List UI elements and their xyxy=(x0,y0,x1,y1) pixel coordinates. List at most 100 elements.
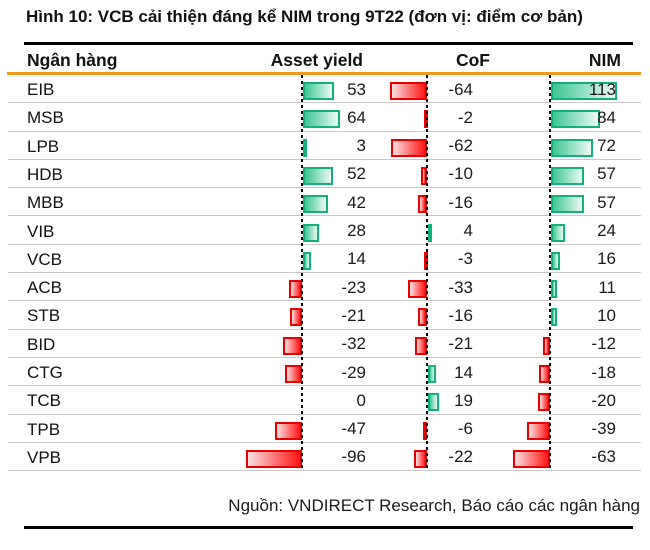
asset-yield-value: -23 xyxy=(341,277,366,297)
table-row: TPB -47 -6 -39 xyxy=(0,415,650,443)
row-divider xyxy=(8,413,641,415)
nim-value: -20 xyxy=(591,390,616,410)
cof-value: -21 xyxy=(448,334,473,354)
nim-bar xyxy=(551,138,593,157)
table-row: TCB 0 19 -20 xyxy=(0,386,650,415)
row-divider xyxy=(8,102,641,104)
column-header-nim: NIM xyxy=(588,50,621,70)
table-row: LPB 3 -62 72 xyxy=(0,132,650,160)
bank-label: ACB xyxy=(27,278,62,298)
cof-value: -16 xyxy=(448,305,473,325)
figure-title: Hình 10: VCB cải thiện đáng kể NIM trong… xyxy=(26,7,583,26)
nim-value: -63 xyxy=(591,447,616,467)
column-header-asset-yield: Asset yield xyxy=(270,50,363,70)
row-divider xyxy=(8,300,641,302)
nim-bar xyxy=(551,110,600,129)
nim-bar xyxy=(551,308,557,327)
bottom-rule xyxy=(24,526,633,529)
bank-label: VCB xyxy=(27,249,62,269)
cof-zero-axis xyxy=(426,75,428,471)
asset-yield-value: 3 xyxy=(356,136,366,156)
row-divider xyxy=(8,385,641,387)
nim-value: 113 xyxy=(588,79,616,99)
header-rule xyxy=(7,72,641,75)
nim-value: 84 xyxy=(597,107,616,127)
cof-bar xyxy=(408,280,427,299)
top-rule xyxy=(24,42,633,45)
nim-value: 57 xyxy=(597,192,616,212)
cof-value: -62 xyxy=(448,136,473,156)
asset-yield-value: 0 xyxy=(356,390,366,410)
cof-value: -64 xyxy=(448,79,473,99)
cof-value: 14 xyxy=(454,362,473,382)
nim-value: 24 xyxy=(597,221,616,240)
nim-value: -12 xyxy=(591,334,616,354)
cof-value: -22 xyxy=(448,447,473,467)
column-header-cof: CoF xyxy=(455,50,490,70)
asset-yield-value: -21 xyxy=(341,305,366,325)
asset-yield-zero-axis xyxy=(301,75,303,471)
asset-yield-bar xyxy=(303,110,340,129)
asset-yield-bar xyxy=(246,449,302,468)
asset-yield-bar xyxy=(303,195,328,214)
bank-label: CTG xyxy=(27,363,63,382)
asset-yield-value: -29 xyxy=(341,362,366,382)
bank-label: VPB xyxy=(27,447,62,467)
table-row: BID -32 -21 -12 xyxy=(0,330,650,358)
cof-value: -3 xyxy=(457,249,473,269)
asset-yield-bar xyxy=(303,82,334,100)
bank-label: LPB xyxy=(27,136,60,156)
cof-value: -10 xyxy=(448,164,473,184)
row-divider xyxy=(8,356,641,358)
asset-yield-bar xyxy=(303,138,307,157)
bank-label: MBB xyxy=(27,193,64,213)
cof-bar xyxy=(428,365,436,383)
row-divider xyxy=(8,215,641,217)
asset-yield-value: 28 xyxy=(347,221,366,240)
asset-yield-bar xyxy=(275,421,302,440)
nim-value: -18 xyxy=(591,362,616,382)
table-row: EIB 53 -64 113 xyxy=(0,75,650,104)
table-row: VCB 14 -3 16 xyxy=(0,245,650,274)
nim-bar xyxy=(551,251,560,270)
asset-yield-bar xyxy=(303,223,319,242)
cof-bar xyxy=(428,393,439,412)
nim-bar xyxy=(551,223,565,242)
nim-bar xyxy=(551,195,584,214)
table-row: STB -21 -16 10 xyxy=(0,301,650,330)
asset-yield-value: 52 xyxy=(347,164,366,184)
asset-yield-value: 53 xyxy=(347,79,366,99)
asset-yield-bar xyxy=(303,251,311,270)
row-divider xyxy=(8,272,641,274)
column-header-bank: Ngân hàng xyxy=(27,50,118,70)
cof-value: -6 xyxy=(457,419,473,439)
cof-value: -33 xyxy=(448,277,473,297)
cof-value: 4 xyxy=(463,221,473,240)
cof-value: -16 xyxy=(448,192,473,212)
asset-yield-value: 42 xyxy=(347,192,366,212)
asset-yield-value: -47 xyxy=(341,419,366,439)
cof-value: 19 xyxy=(454,390,473,410)
table-row: MBB 42 -16 57 xyxy=(0,188,650,217)
table-row: VPB -96 -22 -63 xyxy=(0,443,650,472)
bank-label: TPB xyxy=(27,419,61,439)
bank-label: MSB xyxy=(27,108,64,128)
nim-value: -39 xyxy=(591,419,616,439)
nim-value: 11 xyxy=(598,277,616,297)
row-divider xyxy=(8,158,641,160)
row-divider xyxy=(8,130,641,132)
bank-label: STB xyxy=(27,306,61,326)
row-divider xyxy=(8,243,641,245)
nim-value: 72 xyxy=(597,136,616,156)
bank-label: TCB xyxy=(27,391,61,411)
table-row: CTG -29 14 -18 xyxy=(0,358,650,387)
cof-bar xyxy=(390,82,427,100)
source-note: Nguồn: VNDIRECT Research, Báo cáo các ng… xyxy=(228,496,640,515)
nim-value: 57 xyxy=(597,164,616,184)
asset-yield-bar xyxy=(285,365,302,383)
asset-yield-value: -32 xyxy=(341,334,366,354)
row-divider xyxy=(8,441,641,443)
table-row: MSB 64 -2 84 xyxy=(0,103,650,132)
